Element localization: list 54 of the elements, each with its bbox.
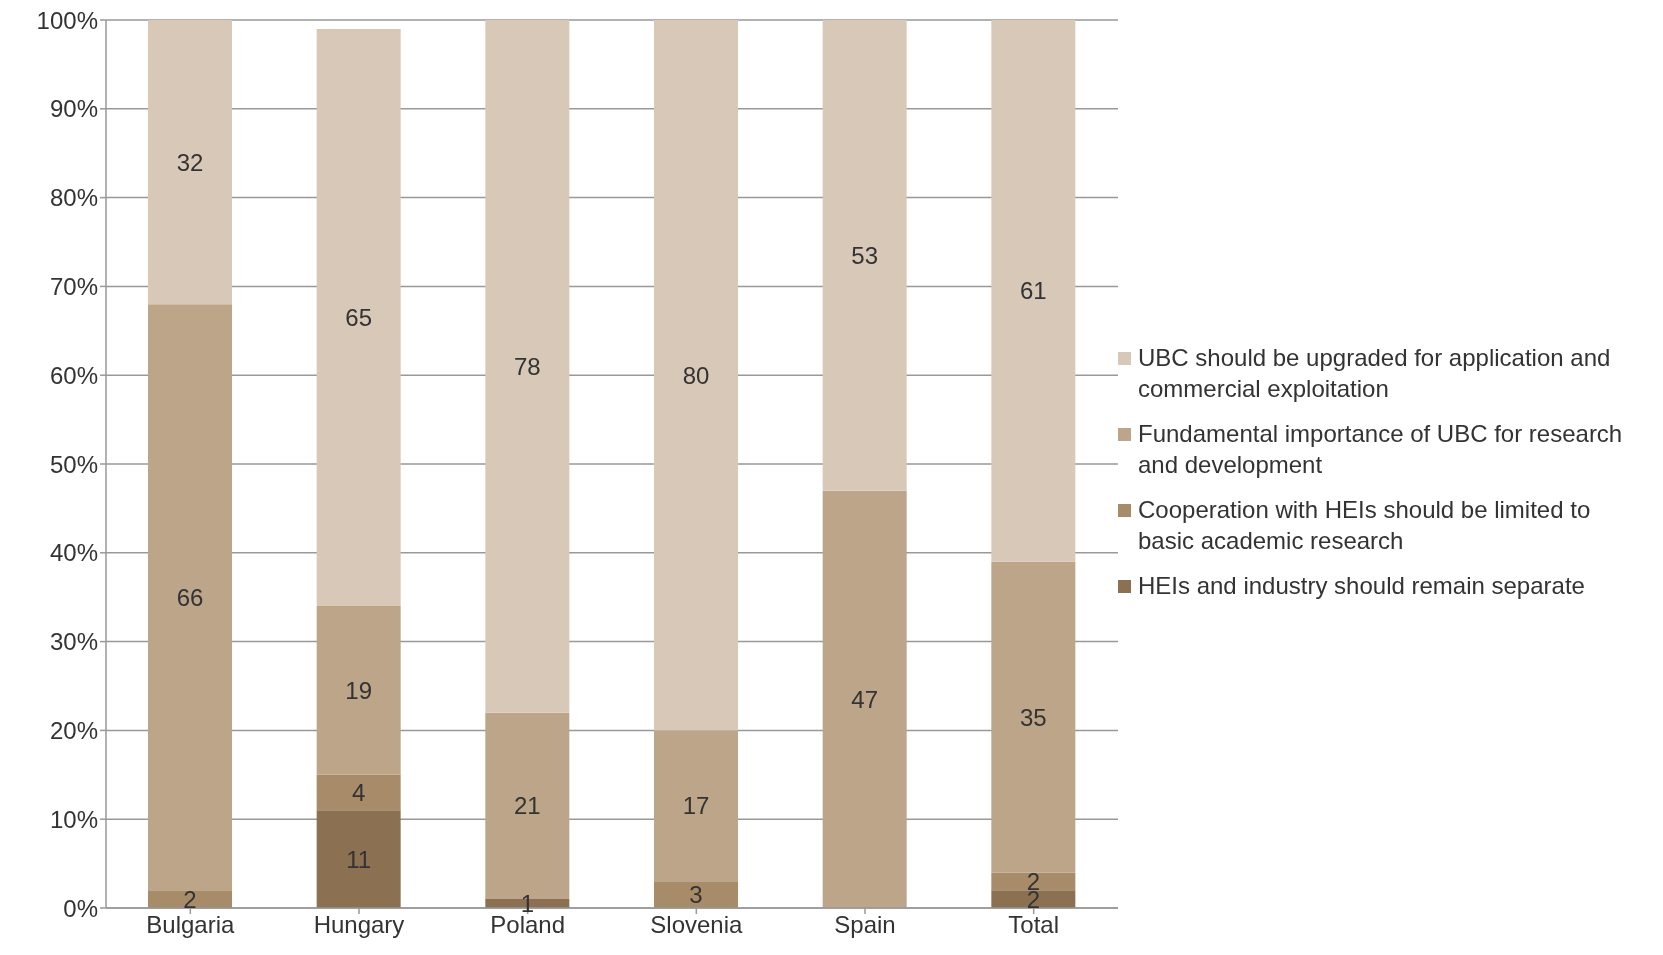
y-tick-label: 30%	[49, 628, 98, 656]
data-label: 80	[682, 361, 710, 389]
y-tick-label: 90%	[49, 95, 98, 123]
y-tick-label: 70%	[49, 272, 98, 300]
x-tick-label: Spain	[834, 911, 896, 939]
bar	[991, 872, 1076, 891]
bar	[148, 20, 232, 305]
data-label: 78	[513, 352, 541, 380]
data-label: 3	[689, 881, 703, 909]
data-label: 19	[345, 676, 373, 704]
bar	[316, 28, 401, 607]
data-label: 53	[851, 241, 879, 269]
y-tick-label: 80%	[49, 184, 98, 212]
bar	[316, 606, 401, 775]
bar	[316, 774, 401, 811]
y-tick-label: 0%	[63, 894, 98, 922]
bar	[991, 561, 1076, 873]
legend-label: UBC should be upgraded for application and commercial exploitation	[1138, 342, 1612, 404]
x-tick-label: Poland	[490, 911, 566, 939]
x-tick-label: Bulgaria	[146, 911, 236, 939]
y-tick-label: 20%	[49, 716, 98, 744]
y-tick-label: 60%	[49, 361, 98, 389]
y-tick-label: 40%	[49, 539, 98, 567]
bar	[822, 490, 907, 908]
data-label: 32	[176, 148, 204, 176]
data-label: 4	[351, 779, 366, 807]
bar	[654, 881, 738, 908]
bar	[991, 890, 1076, 908]
y-tick-label: 100%	[36, 6, 98, 34]
bar	[316, 810, 401, 908]
bar	[654, 730, 738, 882]
x-tick-label: Hungary	[313, 911, 405, 939]
data-label: 35	[1019, 703, 1047, 731]
bar	[148, 304, 232, 891]
legend-label: Fundamental importance of UBC for research and development	[1138, 418, 1624, 480]
data-label: 47	[851, 685, 879, 713]
y-tick-label: 50%	[49, 450, 98, 478]
x-tick-label: Slovenia	[650, 911, 744, 939]
bar	[822, 20, 907, 491]
legend-label: HEIs and industry should remain separate	[1138, 570, 1585, 601]
data-label: 66	[176, 583, 204, 611]
bar	[148, 890, 232, 908]
bar	[654, 20, 738, 731]
data-label: 2	[183, 885, 197, 913]
bar	[991, 20, 1076, 562]
data-label: 61	[1019, 277, 1047, 305]
x-tick-label: Total	[1008, 911, 1060, 939]
y-tick-label: 10%	[49, 805, 98, 833]
data-label: 65	[345, 304, 373, 331]
legend-label: Cooperation with HEIs should be limited to basic academic research	[1138, 494, 1592, 556]
data-label: 11	[346, 845, 372, 873]
bar	[485, 20, 570, 713]
data-label: 21	[513, 792, 541, 820]
data-label: 17	[682, 792, 710, 820]
